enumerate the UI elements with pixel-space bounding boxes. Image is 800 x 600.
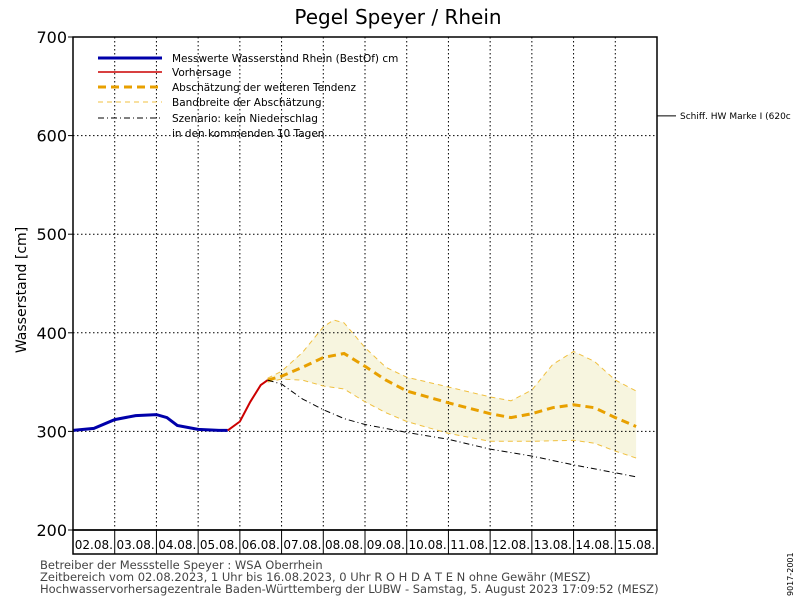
scenario-line	[267, 379, 637, 478]
x-tick-label: 12.08.	[492, 538, 530, 552]
x-tick-label: 15.08.	[617, 538, 655, 552]
y-tick-label: 600	[36, 127, 67, 146]
plot-area	[73, 37, 657, 530]
y-axis: 200 300 400 500 600 700	[36, 28, 73, 540]
hw-marker-label: Schiff. HW Marke I (620c	[680, 112, 791, 122]
x-tick-label: 09.08.	[367, 538, 405, 552]
hw-marker: Schiff. HW Marke I (620c	[657, 112, 791, 122]
x-tick-label: 10.08.	[408, 538, 446, 552]
tendency-line	[267, 351, 637, 428]
x-axis: 02.08. 03.08. 04.08. 05.08. 06.08. 07.08. 08.0…	[75, 530, 655, 554]
legend-entry: Vorhersage	[172, 67, 231, 79]
grid-lines	[73, 37, 657, 530]
y-tick-label: 500	[36, 225, 67, 244]
band-layer	[267, 320, 637, 458]
chart-title: Pegel Speyer / Rhein	[294, 5, 501, 29]
x-tick-label: 04.08.	[158, 538, 196, 552]
y-tick-label: 200	[36, 521, 67, 540]
footer-line-2: Zeitbereich vom 02.08.2023, 1 Uhr bis 16…	[40, 570, 591, 584]
legend-entry: Abschätzung der weiteren Tendenz	[172, 82, 357, 94]
chart-code: 9017-2001	[786, 552, 795, 596]
x-tick-label: 14.08.	[575, 538, 613, 552]
forecast-line	[227, 379, 269, 432]
y-tick-label: 700	[36, 28, 67, 47]
x-tick-label: 06.08.	[242, 538, 280, 552]
x-tick-label: 02.08.	[75, 538, 113, 552]
band-fill	[267, 320, 637, 458]
x-tick-label: 11.08.	[450, 538, 488, 552]
legend-entry: Messwerte Wasserstand Rhein (BestOf) cm	[172, 53, 398, 65]
x-tick-label: 13.08.	[534, 538, 572, 552]
x-tick-label: 05.08.	[200, 538, 238, 552]
band-lower-line	[267, 378, 637, 459]
legend-entry: in den kommenden 10 Tagen	[172, 128, 324, 140]
y-axis-label: Wasserstand [cm]	[14, 227, 30, 353]
y-tick-label: 300	[36, 422, 67, 441]
legend-entry: Szenario: kein Niederschlag	[172, 113, 318, 125]
y-tick-label: 400	[36, 324, 67, 343]
plot-background	[73, 37, 657, 530]
x-tick-label: 07.08.	[283, 538, 321, 552]
series-lines	[72, 319, 637, 478]
legend-entry: Bandbreite der Abschätzung	[172, 97, 322, 109]
legend: Messwerte Wasserstand Rhein (BestOf) cm V…	[98, 53, 398, 140]
footer-line-1: Betreiber der Messstelle Speyer : WSA Ob…	[40, 558, 323, 572]
measured-line	[72, 413, 228, 432]
footer-line-3: Hochwasservorhersagezentrale Baden-Württ…	[40, 582, 659, 596]
x-tick-label: 03.08.	[116, 538, 154, 552]
x-tick-label: 08.08.	[325, 538, 363, 552]
